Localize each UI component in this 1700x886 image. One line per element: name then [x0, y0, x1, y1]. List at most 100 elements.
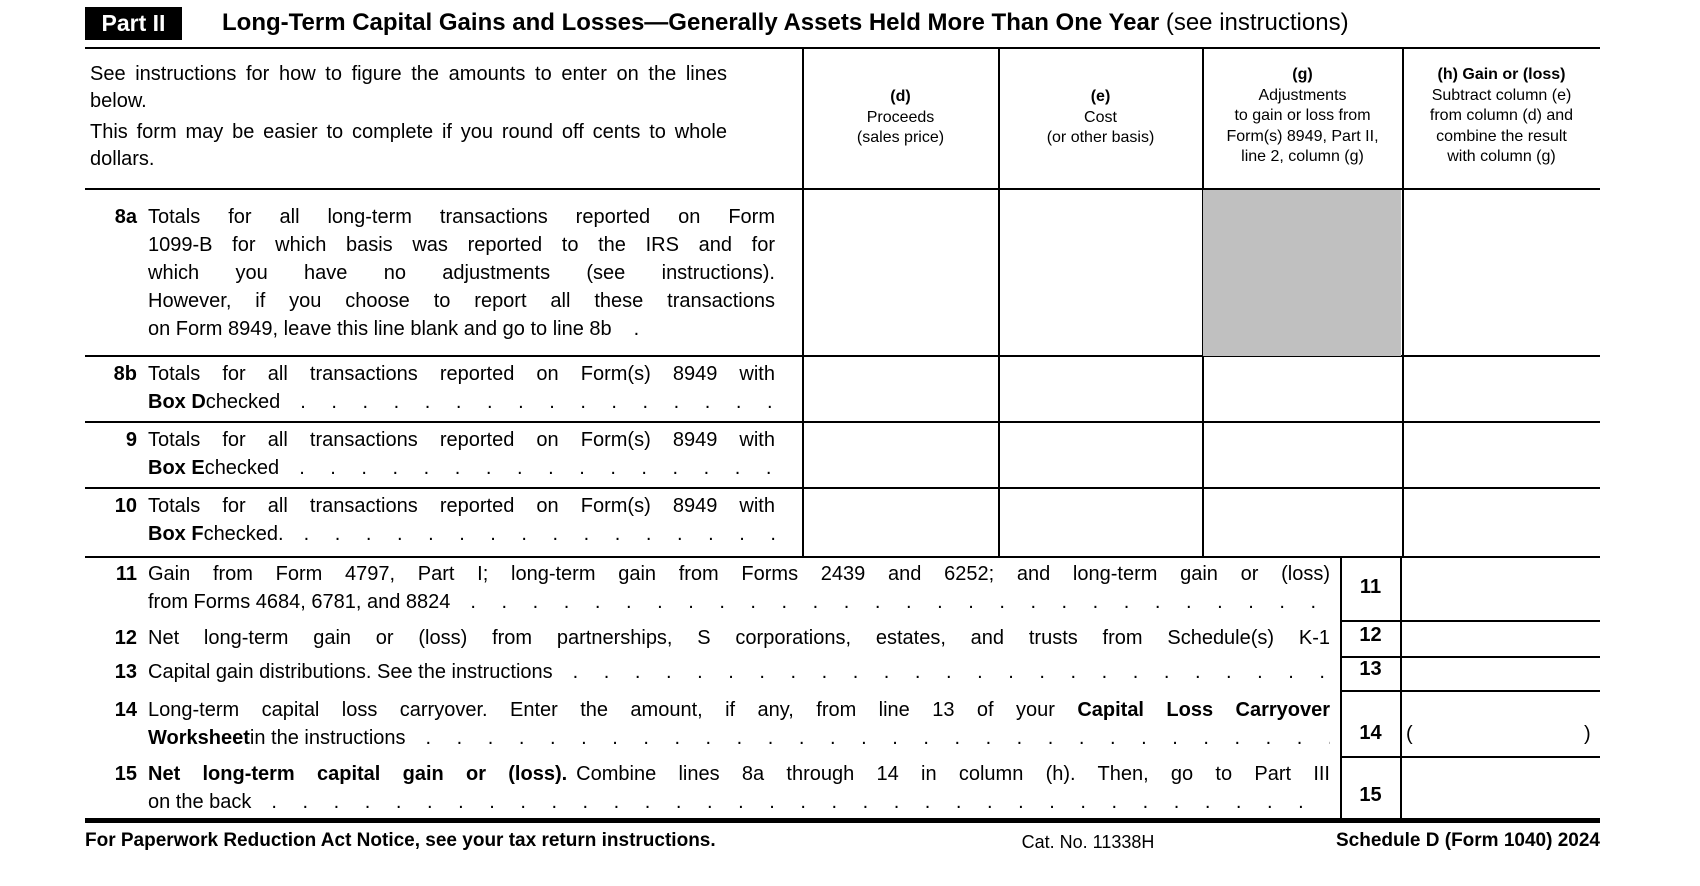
column-g-tag: (g): [1292, 66, 1313, 83]
divider: [1340, 656, 1600, 658]
cell-9-proceeds[interactable]: [803, 422, 998, 487]
dot-leader: . . . . . . . . . . . . . . . . . . . . …: [425, 727, 1330, 749]
divider: [1340, 557, 1342, 818]
cell-10-proceeds[interactable]: [803, 488, 998, 556]
column-header-h: (h) Gain or (loss) Subtract column (e) f…: [1403, 65, 1600, 168]
column-header-g: (g) Adjustments to gain or loss from For…: [1203, 65, 1402, 168]
row-8a-line2: 1099-B for which basis was reported to t…: [148, 234, 775, 256]
amount-field-13[interactable]: [1401, 657, 1600, 690]
column-e-sub: Cost (or other basis): [1046, 108, 1155, 147]
dot-leader: . . . . . . . . . . . . . . . . . . . . …: [299, 457, 775, 479]
row-8a-description: Totals for all long-term transactions re…: [148, 203, 775, 343]
line-13-description: Capital gain distributions. See the inst…: [148, 658, 1330, 686]
divider: [85, 47, 1600, 49]
line-number-13: 13: [114, 661, 137, 683]
paperwork-notice: For Paperwork Reduction Act Notice, see …: [85, 830, 716, 851]
divider: [802, 47, 804, 557]
shaded-cell-8a-adjustments: [1203, 189, 1401, 356]
part-ii-label: Part II: [85, 7, 182, 40]
cell-10-adjustments[interactable]: [1203, 488, 1402, 556]
row-9-box-label: Box E: [148, 457, 205, 479]
line-11-description: Gain from Form 4797, Part I; long-term g…: [148, 560, 1330, 616]
row-9-description: Totals for all transactions reported on …: [148, 426, 775, 482]
divider: [1340, 690, 1600, 692]
row-8a-line4: However, if you choose to report all the…: [148, 290, 775, 312]
column-d-tag: (d): [890, 88, 911, 105]
row-10-line2: checked.: [203, 523, 284, 545]
divider: [1202, 47, 1204, 557]
divider: [1340, 756, 1600, 758]
line-number-11: 11: [115, 563, 137, 585]
row-8b-description: Totals for all transactions reported on …: [148, 360, 775, 416]
divider: [85, 355, 1600, 357]
cell-9-adjustments[interactable]: [1203, 422, 1402, 487]
divider: [85, 556, 1600, 558]
form-edition-label: Schedule D (Form 1040) 2024: [1336, 830, 1600, 851]
line-15-description: Net long-term capital gain or (loss). Com…: [148, 760, 1330, 816]
box-number-15: 15: [1359, 784, 1382, 806]
cell-8a-cost[interactable]: [999, 190, 1202, 355]
divider: [85, 487, 1600, 489]
column-g-sub: Adjustments to gain or loss from Form(s)…: [1226, 86, 1379, 166]
line-number-12: 12: [114, 627, 137, 649]
cell-10-cost[interactable]: [999, 488, 1202, 556]
line-number-8b: 8b: [113, 363, 137, 385]
cell-8a-gain-loss[interactable]: [1403, 190, 1600, 355]
line-14-description: Long-term capital loss carryover. Enter …: [148, 696, 1330, 752]
row-8a-line3: which you have no adjustments (see instr…: [148, 262, 775, 284]
line-11-text2: from Forms 4684, 6781, and 8824: [148, 591, 451, 613]
cell-10-gain-loss[interactable]: [1403, 488, 1600, 556]
line-15-bold: Net long-term capital gain or (loss).: [148, 763, 568, 785]
cell-8b-proceeds[interactable]: [803, 356, 998, 421]
loss-paren-open: (: [1406, 723, 1413, 745]
line-15-text2: on the back: [148, 791, 252, 813]
line-14-text1: Long-term capital loss carryover. Enter …: [148, 699, 1078, 721]
line-number-15: 15: [114, 763, 137, 785]
line-number-9: 9: [125, 429, 137, 451]
see-instructions-note: (see instructions): [1165, 9, 1349, 36]
row-10-line1: Totals for all transactions reported on …: [148, 495, 775, 517]
row-8a-line1: Totals for all long-term transactions re…: [148, 206, 775, 228]
line-13-text: Capital gain distributions. See the inst…: [148, 661, 553, 683]
amount-field-12[interactable]: [1401, 621, 1600, 656]
box-number-13: 13: [1359, 658, 1382, 680]
line-14-text2: in the instructions: [249, 727, 406, 749]
divider: [998, 47, 1000, 557]
cell-9-gain-loss[interactable]: [1403, 422, 1600, 487]
column-h-sub: Subtract column (e) from column (d) and …: [1429, 86, 1574, 166]
amount-field-11[interactable]: [1401, 558, 1600, 620]
divider: [1402, 47, 1404, 557]
row-8a-leader-dot: .: [633, 318, 640, 340]
cell-8b-gain-loss[interactable]: [1403, 356, 1600, 421]
cell-8b-cost[interactable]: [999, 356, 1202, 421]
header-instructions-1: See instructions for how to figure the a…: [90, 63, 727, 112]
divider: [1400, 557, 1402, 818]
line-11-text1: Gain from Form 4797, Part I; long-term g…: [148, 563, 1330, 585]
column-d-sub: Proceeds (sales price): [856, 108, 945, 147]
divider: [85, 188, 1600, 190]
column-header-d: (d) Proceeds (sales price): [803, 87, 998, 149]
line-14-bold1: Capital Loss Carryover: [1077, 699, 1330, 721]
line-15-text1: Combine lines 8a through 14 in column (h…: [576, 763, 1330, 785]
amount-field-15[interactable]: [1401, 758, 1600, 816]
divider: [1340, 620, 1600, 622]
cell-8a-proceeds[interactable]: [803, 190, 998, 355]
row-9-line2: checked: [204, 457, 280, 479]
box-number-14: 14: [1359, 722, 1382, 744]
box-number-12: 12: [1359, 624, 1382, 646]
dot-leader: . . . . . . . . . . . . . . . . . . . . …: [470, 591, 1330, 613]
row-9-line1: Totals for all transactions reported on …: [148, 429, 775, 451]
line-14-bold2: Worksheet: [148, 727, 250, 749]
cell-8b-adjustments[interactable]: [1203, 356, 1402, 421]
row-8b-box-label: Box D: [148, 391, 206, 413]
catalog-number: Cat. No. 11338H: [1021, 832, 1155, 852]
line-number-8a: 8a: [114, 206, 137, 228]
divider: [85, 421, 1600, 423]
loss-paren-close: ): [1584, 723, 1591, 745]
row-8a-line5: on Form 8949, leave this line blank and …: [148, 318, 612, 340]
line-12-description: Net long-term gain or (loss) from partne…: [148, 624, 1330, 652]
row-10-description: Totals for all transactions reported on …: [148, 492, 775, 548]
cell-9-cost[interactable]: [999, 422, 1202, 487]
amount-field-14[interactable]: [1414, 692, 1582, 754]
